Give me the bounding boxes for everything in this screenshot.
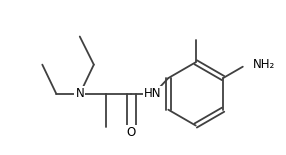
Text: HN: HN [144, 87, 161, 100]
Text: N: N [76, 87, 84, 100]
Text: NH₂: NH₂ [253, 58, 276, 71]
Text: O: O [127, 126, 136, 139]
